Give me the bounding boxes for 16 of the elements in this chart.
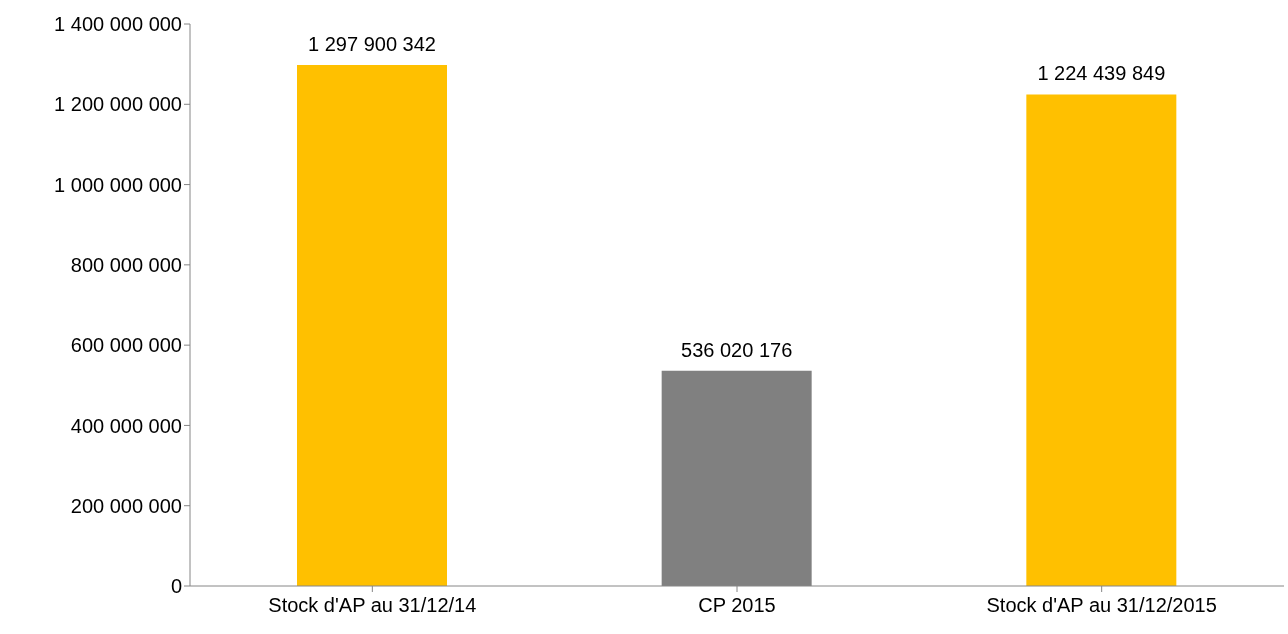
bar (297, 64, 447, 586)
y-tick-label: 400 000 000 (70, 414, 182, 437)
y-tick-label: 800 000 000 (70, 253, 182, 276)
y-tick-label: 1 400 000 000 (54, 13, 182, 36)
x-tick-label: Stock d'AP au 31/12/14 (268, 594, 477, 617)
y-tick-label: 200 000 000 (70, 494, 182, 517)
y-tick-label: 1 200 000 000 (54, 93, 182, 116)
x-tick-label: Stock d'AP au 31/12/2015 (986, 594, 1217, 617)
data-label: 1 297 900 342 (308, 32, 436, 55)
x-tick-label: CP 2015 (698, 594, 776, 617)
data-label: 536 020 176 (681, 338, 793, 361)
y-tick-label: 0 (170, 575, 182, 598)
y-tick-label: 1 000 000 000 (54, 173, 182, 196)
y-tick-label: 600 000 000 (70, 334, 182, 357)
data-label: 1 224 439 849 (1037, 62, 1166, 85)
bar (1026, 94, 1177, 586)
